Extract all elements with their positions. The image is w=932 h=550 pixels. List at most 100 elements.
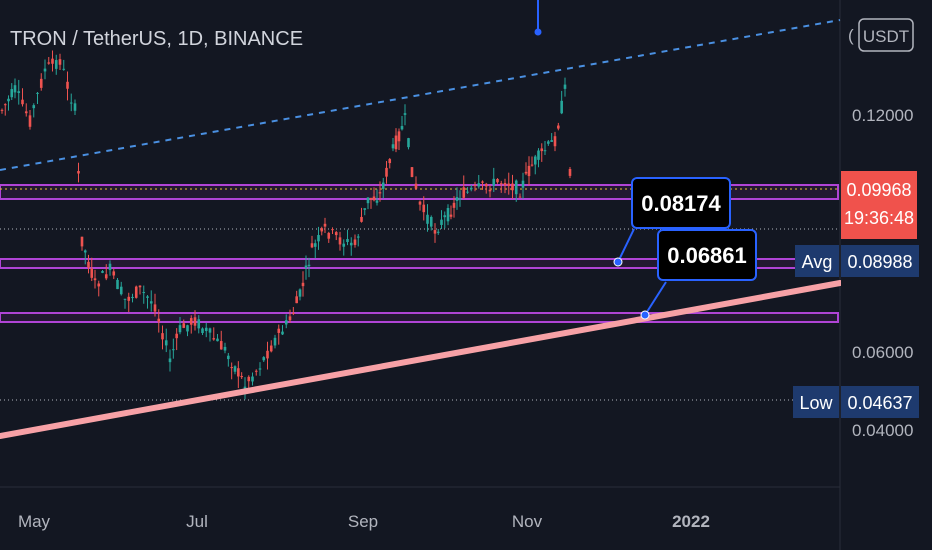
candle-body (43, 68, 47, 72)
candle-body (346, 239, 349, 243)
candle-body (28, 115, 32, 127)
candle-body (97, 283, 101, 287)
candle-body (112, 271, 116, 276)
candle-body (418, 201, 422, 205)
avg-value-bg (841, 245, 919, 277)
candle-body (563, 84, 567, 89)
candle-body (0, 109, 4, 111)
candle-body (266, 350, 269, 359)
candle-body (193, 317, 197, 326)
callout-anchor (613, 257, 623, 267)
candle-body (338, 237, 342, 245)
resistance-zone[interactable] (0, 184, 839, 200)
avg-badge: Avg 0.08988 (795, 245, 919, 277)
candle-body (353, 239, 357, 245)
candle-body (349, 242, 353, 246)
thick-support-trendline[interactable] (0, 280, 843, 439)
candle-body (10, 89, 14, 98)
support-zone[interactable] (0, 312, 839, 323)
dashed-upper-trendline[interactable] (0, 19, 841, 171)
currency-button[interactable]: USDT (858, 18, 914, 52)
candle-body (240, 376, 243, 378)
candle-body (407, 138, 410, 148)
candle-body (473, 185, 477, 187)
candle-body (66, 81, 69, 89)
candle-body (553, 136, 557, 147)
candle-body (93, 278, 97, 281)
candle-body (87, 261, 90, 268)
x-tick-label: Jul (186, 512, 208, 531)
candle-body (295, 296, 298, 304)
current-price-value: 0.09968 (846, 180, 911, 200)
candle-body (77, 171, 80, 174)
price-callout-0-08174[interactable]: 0.08174 (613, 177, 731, 267)
candle-body (119, 286, 123, 295)
candle-body (251, 376, 254, 382)
y-tick-label: 0.04000 (852, 421, 913, 440)
candle-body (518, 196, 522, 198)
axis-cut-label: ( (848, 26, 854, 45)
candle-body (323, 223, 327, 227)
candle-body (83, 250, 87, 253)
candle-body (175, 333, 178, 339)
candle-body (51, 58, 54, 64)
candle-body (481, 181, 484, 183)
x-tick-label: May (18, 512, 51, 531)
candle-body (317, 235, 320, 242)
candle-body (440, 219, 443, 225)
candle-body (503, 182, 507, 186)
candle-body (375, 200, 379, 203)
candle-body (320, 228, 324, 232)
symbol-title: TRON / TetherUS, 1D, BINANCE (10, 28, 303, 50)
x-tick-label: 2022 (672, 512, 710, 531)
candle-body (524, 171, 528, 174)
candle-body (73, 103, 77, 111)
candle-body (331, 229, 334, 231)
candle-body (496, 178, 499, 183)
avg-value: 0.08988 (847, 252, 912, 272)
candle-body (149, 301, 153, 304)
candle-body (182, 323, 186, 328)
candle-body (397, 131, 401, 142)
candle-body (507, 183, 511, 187)
candle-body (304, 265, 308, 268)
candle-body (394, 135, 398, 150)
candle-body (313, 243, 317, 247)
candle-body (116, 279, 119, 290)
candle-body (24, 111, 28, 114)
candle-body (550, 140, 553, 142)
candle-body (216, 338, 219, 342)
candle-body (227, 355, 230, 360)
candle-body (327, 232, 331, 239)
candle-body (443, 215, 447, 218)
candle-body (32, 105, 36, 109)
candle-body (168, 358, 172, 363)
candle-body (262, 357, 266, 361)
candle-body (449, 214, 453, 217)
y-tick-label: 0.12000 (852, 106, 913, 125)
price-callout-0-06861[interactable]: 0.06861 (640, 229, 757, 320)
candle-body (208, 328, 212, 333)
candle-body (277, 328, 281, 333)
candle-body (62, 68, 66, 70)
candle-body (161, 333, 164, 340)
candle-body (499, 183, 503, 185)
candle-body (186, 325, 189, 332)
candle-body (142, 292, 146, 294)
candle-body (452, 202, 456, 208)
candle-body (307, 264, 311, 267)
current-price-badge: 0.09968 19:36:48 (841, 171, 917, 239)
candle-body (557, 125, 560, 129)
candle-body (429, 216, 433, 227)
candle-body (281, 331, 284, 335)
current-price-badge-bg (841, 171, 917, 239)
candle-body (422, 204, 426, 213)
candle-body (400, 126, 404, 130)
y-tick-label: 0.06000 (852, 343, 913, 362)
candle-body (310, 243, 314, 248)
candle-body (342, 243, 346, 247)
candle-body (436, 231, 440, 233)
candle-body (134, 286, 138, 298)
candle-body (3, 104, 7, 106)
